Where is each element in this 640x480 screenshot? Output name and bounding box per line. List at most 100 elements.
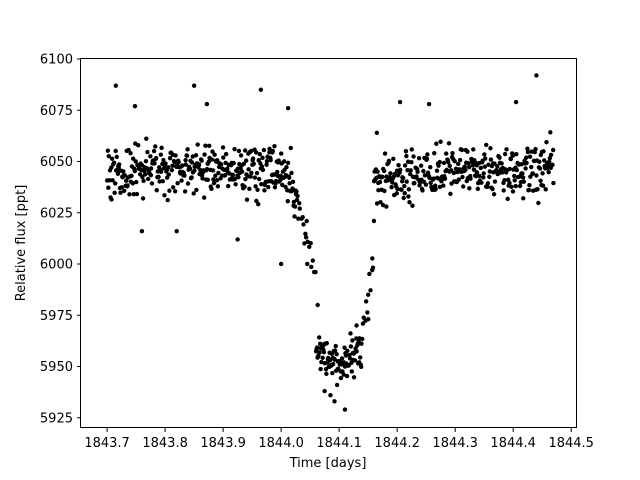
data-point (456, 161, 461, 167)
data-point (374, 201, 380, 206)
data-point (473, 173, 479, 179)
data-point (448, 168, 454, 173)
data-point (487, 174, 492, 179)
data-point (113, 148, 118, 154)
data-point (309, 264, 314, 270)
data-point (276, 158, 281, 163)
data-point (497, 155, 502, 160)
data-point (543, 187, 548, 192)
data-point (270, 148, 275, 154)
data-point (334, 352, 339, 357)
data-point (252, 175, 258, 180)
data-point (514, 152, 519, 157)
x-tick-label: 1844.3 (432, 436, 478, 451)
data-point (551, 180, 556, 186)
data-point (423, 182, 429, 187)
data-points (104, 73, 556, 412)
data-point (272, 143, 277, 149)
data-point (280, 182, 285, 188)
data-point (321, 349, 327, 355)
data-point (348, 344, 354, 349)
data-point (375, 169, 380, 174)
data-point (409, 160, 414, 165)
x-tick-label: 1843.8 (142, 436, 188, 451)
y-tick-label: 6075 (40, 104, 73, 119)
data-point (113, 83, 119, 88)
data-point (258, 87, 264, 92)
data-point (432, 151, 437, 156)
data-point (370, 256, 375, 261)
data-point (140, 174, 145, 180)
data-point (275, 169, 280, 175)
data-point (481, 175, 486, 180)
data-point (172, 159, 177, 165)
data-point (291, 199, 297, 205)
y-tick-label: 6025 (40, 206, 73, 221)
data-point (490, 186, 495, 192)
data-point (451, 170, 457, 176)
data-point (411, 154, 416, 159)
data-point (221, 155, 226, 160)
data-point (433, 186, 438, 192)
data-point (428, 165, 433, 170)
data-point (185, 181, 191, 186)
data-point (384, 204, 389, 209)
data-point (408, 168, 413, 173)
data-point (310, 258, 315, 263)
data-point (106, 153, 111, 159)
data-point (160, 161, 165, 167)
data-point (172, 189, 178, 194)
data-point (548, 130, 553, 135)
data-point (314, 345, 320, 350)
data-point (243, 158, 249, 163)
data-point (284, 165, 289, 170)
data-point (259, 164, 265, 169)
data-point (148, 166, 154, 171)
data-point (513, 99, 519, 105)
data-point (391, 156, 396, 162)
data-point (111, 160, 117, 165)
data-point (254, 170, 260, 176)
x-tick-label: 1844.0 (258, 436, 304, 451)
data-point (456, 177, 461, 182)
data-point (241, 161, 247, 166)
data-point (297, 206, 302, 211)
data-point (446, 141, 452, 146)
data-point (467, 186, 472, 191)
data-point (471, 147, 476, 152)
data-point (342, 345, 347, 350)
data-point (236, 148, 242, 154)
data-point (256, 202, 261, 207)
data-point (371, 218, 377, 224)
data-point (153, 144, 158, 149)
data-point (204, 101, 210, 107)
data-point (149, 181, 155, 186)
data-point (507, 166, 512, 172)
data-point (354, 336, 359, 341)
data-point (196, 162, 202, 167)
data-point (398, 167, 403, 173)
data-point (485, 184, 490, 189)
data-point (187, 166, 193, 172)
data-point (431, 176, 436, 181)
data-point (350, 338, 355, 343)
data-point (408, 171, 413, 177)
data-point (414, 174, 419, 179)
data-point (359, 341, 364, 346)
data-point (195, 142, 200, 147)
data-point (323, 367, 329, 372)
data-point (114, 154, 119, 160)
data-point (261, 147, 267, 153)
data-point (527, 154, 533, 159)
data-point (136, 143, 141, 148)
data-point (106, 185, 111, 190)
data-point (370, 267, 375, 273)
data-point (126, 147, 131, 153)
data-point (262, 188, 267, 193)
data-point (289, 170, 294, 176)
data-point (152, 161, 157, 166)
data-point (215, 184, 221, 189)
data-point (207, 143, 212, 149)
data-point (165, 165, 171, 170)
